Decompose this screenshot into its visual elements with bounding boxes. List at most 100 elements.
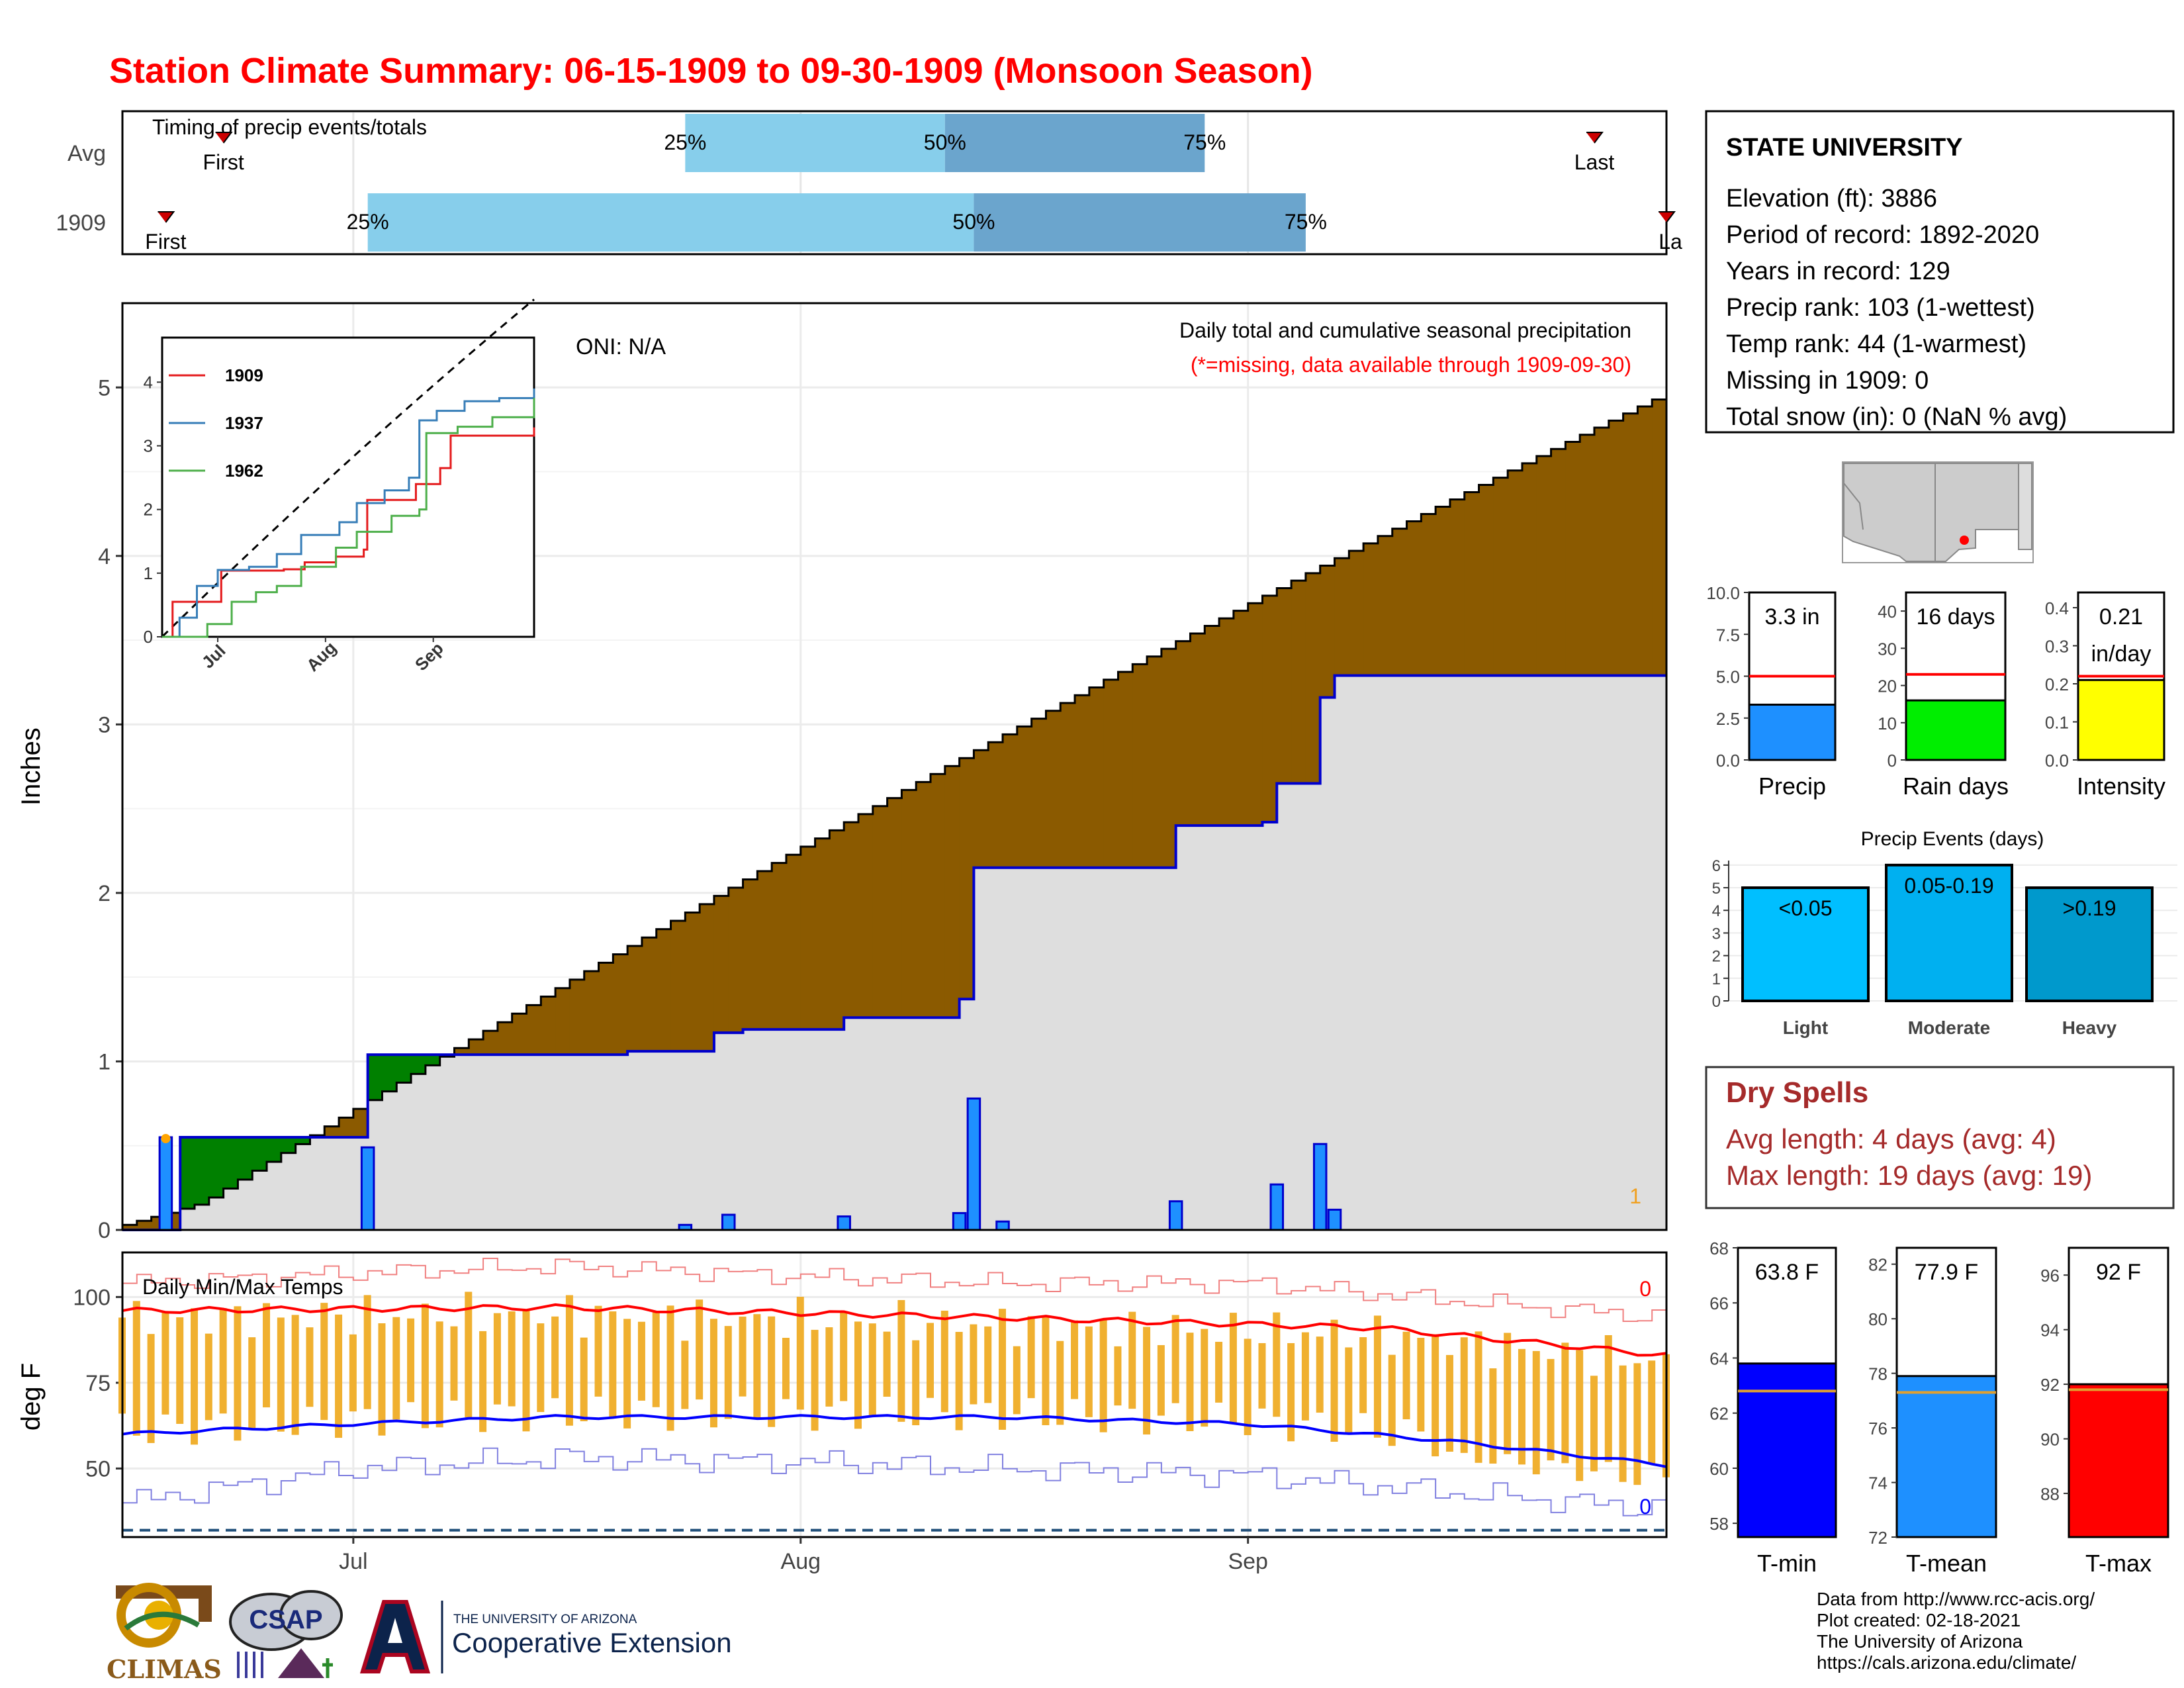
avg-tmax-line <box>122 1303 1667 1357</box>
summary-ytick-label: 78 <box>1868 1364 1888 1384</box>
timing-pct-label: 50% <box>924 130 966 154</box>
timing-row-label-avg: Avg <box>68 141 106 166</box>
inset-series-line <box>162 398 535 638</box>
summary-ytick-label: 30 <box>1878 639 1897 659</box>
events-bar-label: 0.05-0.19 <box>1904 874 1993 898</box>
timing-pct-label: 75% <box>1285 210 1327 234</box>
first-event-dot <box>161 1134 171 1143</box>
temp-ytick-label: 50 <box>85 1456 111 1481</box>
daily-temp-bar <box>537 1323 545 1413</box>
summary-ytick-label: 94 <box>2040 1321 2060 1340</box>
summary-value-label: 16 days <box>1916 604 1995 630</box>
events-bar-label: <0.05 <box>1779 896 1833 920</box>
daily-temp-bar <box>1244 1338 1251 1436</box>
daily-temp-bar <box>1504 1333 1512 1454</box>
daily-precip-bar <box>1269 1183 1285 1231</box>
timing-last-label: Last <box>1574 150 1615 174</box>
cumulative-diff-fill <box>944 766 960 1018</box>
temp-panel: 50 75 100 deg F Daily Min/Max Temps 0 0 <box>17 1251 1670 1538</box>
summary-value-label: 77.9 F <box>1915 1260 1978 1285</box>
temp-summary-bars: 63.8 F 58 60 62 64 66 68 T-min 77.9 F 72 74 76 78 80 8… <box>1709 1239 2169 1577</box>
daily-temp-bar <box>594 1305 602 1397</box>
daily-temp-bar <box>927 1323 934 1398</box>
temp-corner-top: 0 <box>1639 1277 1651 1301</box>
cumulative-diff-fill <box>988 742 1003 868</box>
daily-precip-bar <box>1312 1143 1328 1231</box>
daily-temp-bar <box>551 1316 559 1399</box>
month-label: Sep <box>1228 1549 1268 1574</box>
footer-line: https://cals.arizona.edu/climate/ <box>1817 1652 2076 1673</box>
daily-temp-bar <box>1287 1343 1295 1442</box>
cumulative-diff-fill <box>656 929 672 1052</box>
climas-shape <box>116 1585 212 1622</box>
daily-temp-bar <box>1532 1350 1540 1475</box>
timing-first-label: First <box>145 230 186 254</box>
daily-temp-bar <box>1432 1334 1439 1457</box>
timing-row-label-1909: 1909 <box>56 211 106 236</box>
cumulative-diff-fill <box>1003 734 1018 868</box>
summary-category-label: T-mean <box>1906 1550 1987 1577</box>
cumulative-diff-fill <box>728 887 744 1033</box>
daily-temp-bar <box>335 1314 343 1438</box>
cumulative-diff-fill <box>1536 456 1552 676</box>
cumulative-diff-fill <box>887 798 902 1018</box>
daily-temp-bar <box>493 1313 501 1405</box>
daily-temp-bar <box>999 1309 1007 1430</box>
footer: Data from http://www.rcc-acis.org/ Plot … <box>1817 1589 2095 1673</box>
cumulative-diff-fill <box>1147 656 1162 868</box>
daily-precip-bar <box>952 1212 967 1231</box>
daily-temp-bar <box>623 1319 631 1429</box>
cumulative-diff-fill <box>569 979 585 1055</box>
cumulative-diff-fill <box>670 921 686 1052</box>
daily-temp-bar <box>739 1316 747 1397</box>
daily-precip-bar <box>995 1220 1010 1231</box>
cumulative-diff-fill <box>800 846 816 1030</box>
temp-ylabel: deg F <box>17 1363 46 1430</box>
daily-temp-bar <box>696 1299 704 1400</box>
timing-panel: Timing of precip events/totals 25% 50% 75%… <box>56 110 1682 256</box>
daily-temp-bar <box>1071 1320 1079 1399</box>
ua-logo: THE UNIVERSITY OF ARIZONA Cooperative Ex… <box>359 1600 732 1673</box>
daily-temp-bar <box>522 1309 530 1432</box>
csap-text: CSAP <box>249 1605 322 1634</box>
cumulative-diff-fill <box>469 1039 484 1055</box>
daily-temp-bar <box>796 1297 804 1410</box>
summary-ytick-label: 82 <box>1868 1255 1888 1275</box>
temp-title: Daily Min/Max Temps <box>142 1275 343 1299</box>
daily-temp-bar <box>1157 1345 1165 1416</box>
events-title: Precip Events (days) <box>1861 828 2044 850</box>
daily-precip-bar <box>1327 1208 1342 1231</box>
precip-ytick-label: 5 <box>98 375 111 400</box>
station-line: Missing in 1909: 0 <box>1726 367 1929 395</box>
daily-temp-bar <box>1099 1320 1107 1432</box>
summary-ytick-label: 0.2 <box>2045 675 2069 694</box>
oni-label: ONI: N/A <box>576 334 666 359</box>
summary-value-label: 63.8 F <box>1755 1260 1819 1285</box>
daily-temp-bar <box>191 1308 199 1445</box>
summary-ytick-label: 0.4 <box>2045 598 2069 618</box>
daily-temp-bar <box>1460 1337 1468 1453</box>
daily-temp-bar <box>912 1340 920 1426</box>
cumulative-diff-fill <box>483 1031 498 1055</box>
climas-logo: CLIMAS <box>107 1583 222 1684</box>
cumulative-diff-fill <box>1508 470 1523 676</box>
summary-category-label: T-min <box>1757 1550 1817 1577</box>
summary-bar <box>1737 1362 1837 1538</box>
record-min-line <box>122 1447 1667 1517</box>
dry-spells-max: Max length: 19 days (avg: 19) <box>1726 1160 2092 1191</box>
cumulative-diff-fill <box>295 1137 310 1145</box>
cumulative-diff-fill <box>1175 641 1191 826</box>
summary-ytick-label: 62 <box>1709 1404 1729 1424</box>
daily-temp-bar <box>1518 1348 1525 1465</box>
map-border-line <box>1843 483 1864 530</box>
cumulative-diff-fill <box>1161 649 1177 868</box>
station-name: STATE UNIVERSITY <box>1726 134 1963 162</box>
cumulative-diff-fill <box>122 1225 138 1230</box>
daily-temp-bar <box>1402 1331 1410 1420</box>
cumulative-diff-fill <box>1551 449 1566 676</box>
cumulative-diff-fill <box>1377 536 1393 676</box>
events-ytick-label: 1 <box>1712 970 1721 988</box>
temp-ytick-label: 75 <box>85 1371 111 1396</box>
daily-precip-bar <box>837 1215 851 1231</box>
cumulative-diff-fill <box>136 1221 152 1230</box>
